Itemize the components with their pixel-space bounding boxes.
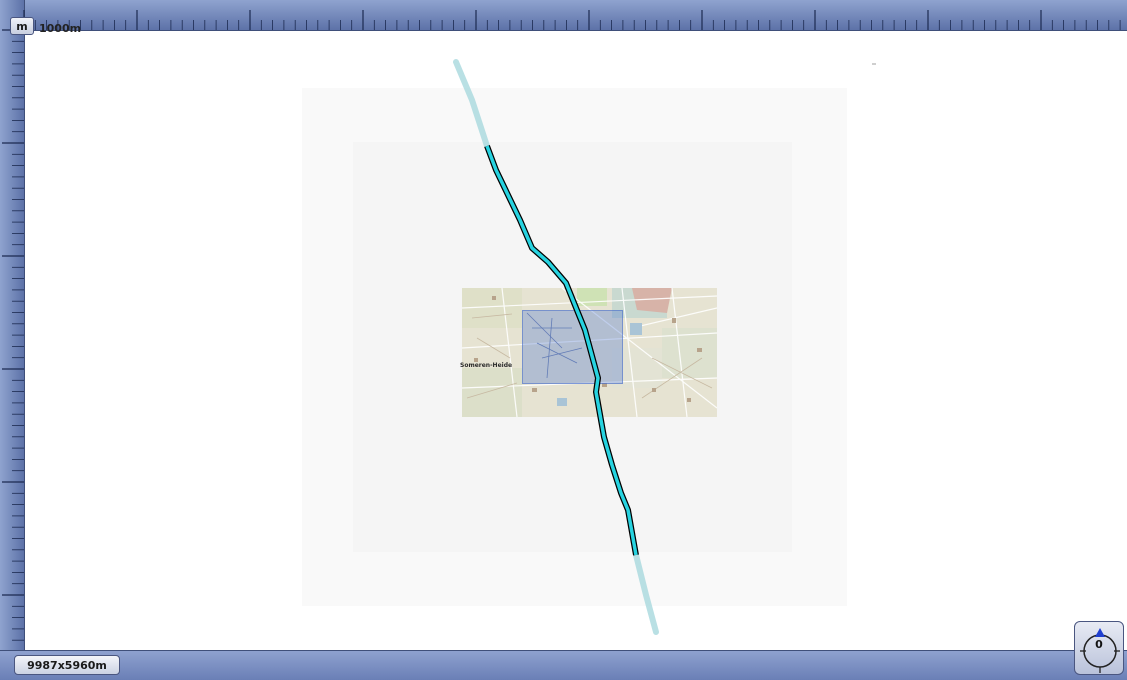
marker-dot <box>872 63 876 65</box>
compass-icon <box>1080 628 1120 673</box>
ruler-left <box>0 0 25 650</box>
place-label: Someren-Heide <box>460 362 513 369</box>
compass-widget[interactable] <box>1074 621 1124 675</box>
route-casing <box>484 144 639 556</box>
route-faded-south <box>633 552 659 635</box>
unit-toggle-button[interactable]: m <box>10 17 34 35</box>
ruler-top <box>0 0 1127 31</box>
route-faded-north <box>453 59 490 149</box>
route-line[interactable] <box>485 145 638 556</box>
canvas-size-button[interactable]: 9987x5960m <box>14 655 120 675</box>
status-bar <box>0 650 1127 680</box>
compass-rotation-value: 0 <box>1095 638 1103 651</box>
scale-label: 1000m <box>39 22 82 35</box>
selection-rectangle[interactable] <box>522 310 623 384</box>
